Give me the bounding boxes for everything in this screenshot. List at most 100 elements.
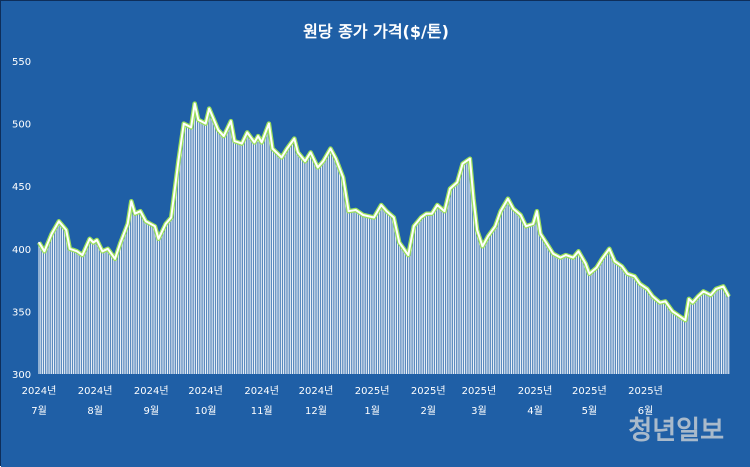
- data-point: [398, 241, 401, 244]
- x-tick-year: 2024년: [78, 385, 113, 397]
- data-point: [639, 283, 641, 285]
- x-tick-month: 10월: [195, 405, 217, 417]
- data-point: [512, 207, 515, 210]
- x-tick-month: 4월: [527, 405, 543, 417]
- data-point: [456, 181, 459, 184]
- data-point: [697, 295, 699, 298]
- data-point: [271, 147, 274, 150]
- data-bars: [38, 103, 730, 374]
- y-tick-label: 350: [12, 307, 31, 318]
- data-point: [145, 220, 147, 223]
- x-tick-month: 7월: [31, 405, 47, 417]
- x-tick-year: 2024년: [299, 385, 334, 397]
- x-tick-year: 2024년: [22, 385, 57, 397]
- data-point: [65, 229, 67, 231]
- data-point: [280, 156, 283, 159]
- data-point: [286, 147, 288, 150]
- data-point: [559, 256, 562, 259]
- y-tick-label: 300: [12, 370, 31, 381]
- data-point: [407, 254, 410, 256]
- data-point: [154, 225, 156, 228]
- data-point: [588, 273, 591, 275]
- data-point: [525, 225, 527, 228]
- x-tick-month: 5월: [582, 405, 598, 417]
- x-tick-year: 2025년: [411, 385, 446, 397]
- data-point: [664, 300, 667, 303]
- data-point: [613, 260, 616, 263]
- data-point: [565, 254, 567, 256]
- x-tick-month: 3월: [471, 405, 487, 417]
- data-point: [601, 258, 603, 260]
- data-point: [342, 176, 344, 179]
- data-point: [425, 212, 428, 215]
- data-point: [461, 162, 464, 165]
- chart-title: 원당 종가 가격($/톤): [303, 22, 449, 41]
- data-point: [362, 214, 364, 216]
- data-point: [177, 160, 180, 162]
- data-point: [240, 142, 243, 145]
- data-point: [715, 288, 717, 290]
- data-point: [170, 216, 172, 219]
- data-point: [691, 301, 694, 304]
- data-point: [88, 237, 91, 240]
- data-point: [260, 141, 263, 144]
- data-point: [268, 122, 270, 125]
- data-point: [507, 197, 509, 200]
- data-point: [572, 256, 574, 259]
- data-point: [659, 301, 661, 304]
- data-point: [204, 122, 207, 125]
- x-axis: 2024년 7월 2024년 8월 2024년 9월 2024년 10월 2024년 11월 202…: [22, 385, 663, 417]
- data-point: [68, 248, 71, 250]
- data-point: [552, 253, 554, 255]
- data-point: [519, 214, 522, 216]
- data-point: [230, 120, 232, 122]
- data-point: [297, 151, 299, 154]
- data-point: [157, 237, 160, 240]
- x-tick-month: 2월: [420, 405, 436, 417]
- data-point: [293, 137, 296, 140]
- series-line: [38, 102, 730, 322]
- data-point: [476, 229, 478, 231]
- x-tick-month: 11월: [251, 405, 273, 417]
- data-point: [671, 310, 674, 313]
- x-tick-year: 2024년: [244, 385, 279, 397]
- data-point: [114, 258, 116, 260]
- data-point: [651, 295, 654, 298]
- data-point: [222, 135, 225, 137]
- data-point: [96, 239, 98, 241]
- data-point: [197, 119, 200, 121]
- data-point: [355, 209, 357, 211]
- x-tick-month: 9월: [143, 405, 159, 417]
- data-point: [304, 160, 306, 162]
- data-point: [347, 210, 350, 213]
- x-tick-month: 8월: [87, 405, 103, 417]
- x-tick-year: 2024년: [134, 385, 169, 397]
- data-point: [329, 147, 332, 150]
- data-point: [633, 275, 636, 278]
- data-point: [472, 197, 475, 200]
- data-point: [309, 151, 312, 154]
- data-point: [217, 129, 220, 131]
- data-point: [684, 319, 687, 321]
- data-point: [139, 210, 142, 213]
- y-axis: 300 350 400 450 500 550: [12, 57, 31, 381]
- data-point: [412, 225, 415, 228]
- data-point: [393, 216, 395, 219]
- data-point: [76, 250, 78, 253]
- data-point: [385, 210, 388, 213]
- data-point: [81, 254, 84, 256]
- data-point: [92, 241, 95, 244]
- data-point: [449, 187, 451, 190]
- data-point: [134, 212, 136, 215]
- data-point: [58, 220, 60, 223]
- data-point: [709, 294, 712, 296]
- x-tick-year: 2025년: [628, 385, 663, 397]
- data-point: [577, 250, 580, 253]
- data-point: [380, 204, 382, 206]
- data-point: [431, 212, 433, 215]
- data-point: [208, 107, 210, 110]
- data-point: [317, 166, 319, 169]
- data-point: [246, 131, 248, 134]
